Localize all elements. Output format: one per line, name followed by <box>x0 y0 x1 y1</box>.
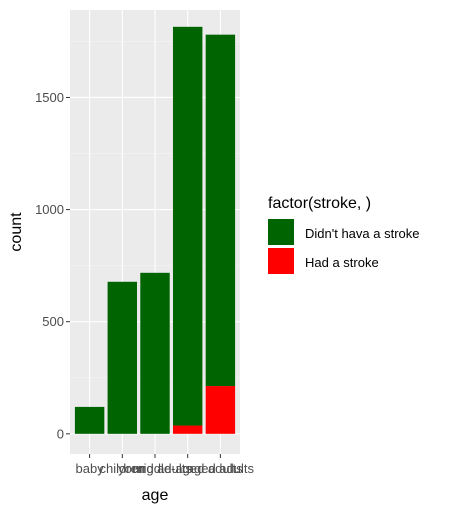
x-axis-title: age <box>142 487 169 504</box>
y-axis-title: count <box>8 212 25 252</box>
y-tick-label: 0 <box>57 426 64 441</box>
x-tick-label: aged adults <box>187 461 255 476</box>
y-axis-ticks: 0 500 1000 1500 <box>35 90 70 441</box>
bar-no-stroke-3 <box>172 26 203 426</box>
legend-key-had-stroke <box>268 248 294 274</box>
bar-no-stroke-1 <box>107 281 138 434</box>
bar-had-stroke-4 <box>205 386 236 434</box>
bar-no-stroke-0 <box>74 406 105 434</box>
legend-label-had-stroke: Had a stroke <box>305 255 379 270</box>
x-tick-label: baby <box>76 461 105 476</box>
bar-no-stroke-2 <box>140 272 170 434</box>
x-tick-label: young adults <box>118 461 192 476</box>
bar-no-stroke-4 <box>205 34 236 387</box>
y-tick-label: 500 <box>42 314 64 329</box>
legend: factor(stroke, ) Didn't hava a stroke Ha… <box>268 195 420 274</box>
x-tick-label: children <box>100 461 146 476</box>
y-tick-label: 1500 <box>35 90 64 105</box>
legend-key-no-stroke <box>268 219 294 245</box>
x-tick-label: middle-aged adults <box>133 461 243 476</box>
bars <box>74 26 236 434</box>
legend-title: factor(stroke, ) <box>268 195 371 212</box>
legend-label-no-stroke: Didn't hava a stroke <box>305 226 420 241</box>
bar-had-stroke-3 <box>172 425 203 434</box>
y-tick-label: 1000 <box>35 202 64 217</box>
